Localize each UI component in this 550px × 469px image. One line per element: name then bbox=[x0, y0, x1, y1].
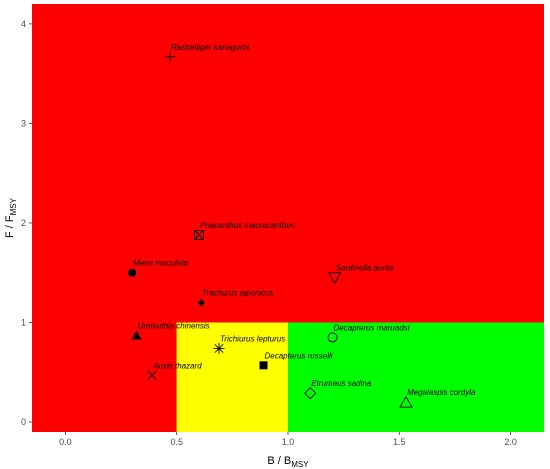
y-axis-title-subscript: MSY bbox=[9, 197, 18, 215]
point-label-decapterus-maruadsi: Decapterus maruadsi bbox=[334, 323, 410, 332]
point-rastrelliger-kanagurta bbox=[164, 51, 176, 63]
point-label-mene-maculata: Mene maculata bbox=[133, 259, 188, 268]
zone-sustainable bbox=[288, 322, 544, 432]
y-tick-label: 2 bbox=[21, 218, 26, 228]
point-label-trachurus-japonicus: Trachurus japonicus bbox=[202, 289, 273, 298]
x-tick-label: 0.0 bbox=[59, 437, 72, 447]
y-tick-label: 1 bbox=[21, 318, 26, 328]
point-trichiurus-lepturus bbox=[213, 342, 225, 354]
point-label-auxis-thazard: Auxis thazard bbox=[152, 361, 202, 370]
point-uroteuthis-chinensis bbox=[131, 330, 142, 340]
x-axis-title: B / BMSY bbox=[267, 455, 309, 469]
zone-overfishing bbox=[32, 4, 544, 323]
point-decapterus-russelli bbox=[259, 361, 268, 370]
point-label-trichiurus-lepturus: Trichiurus lepturus bbox=[220, 334, 285, 343]
x-tick-label: 0.5 bbox=[170, 437, 183, 447]
point-priacanthus-macracanthus bbox=[194, 229, 204, 240]
y-tick-label: 4 bbox=[21, 19, 26, 29]
x-tick-label: 1.5 bbox=[393, 437, 406, 447]
y-tick-label: 0 bbox=[21, 417, 26, 427]
point-megalaspis-cordyla bbox=[399, 395, 413, 408]
point-label-etrumeus-sadina: Etrumeus sadina bbox=[311, 379, 372, 388]
point-label-megalaspis-cordyla: Megalaspis cordyla bbox=[407, 388, 476, 397]
point-mene-maculata bbox=[128, 268, 137, 277]
point-label-decapterus-russelli: Decapterus russelli bbox=[265, 351, 333, 360]
point-sardinella-aurita bbox=[327, 272, 342, 285]
y-axis-title: F / FMSY bbox=[4, 197, 18, 238]
point-auxis-thazard bbox=[147, 370, 157, 380]
point-etrumeus-sadina bbox=[304, 387, 317, 400]
y-tick-label: 3 bbox=[21, 118, 26, 128]
x-tick-label: 1.0 bbox=[282, 437, 295, 447]
point-label-rastrelliger-kanagurta: Rastrelliger kanagurta bbox=[171, 43, 250, 52]
x-axis-title-subscript: MSY bbox=[291, 460, 309, 469]
zone-overfished bbox=[32, 322, 177, 432]
point-trachurus-japonicus bbox=[197, 299, 205, 307]
point-label-sardinella-aurita: Sardinella aurita bbox=[336, 264, 394, 273]
point-decapterus-maruadsi bbox=[327, 332, 338, 343]
x-tick-label: 2.0 bbox=[504, 437, 517, 447]
point-label-priacanthus-macracanthus: Priacanthus macracanthus bbox=[200, 221, 295, 230]
zone-rebuilding bbox=[176, 322, 288, 432]
point-label-uroteuthis-chinensis: Uroteuthis chinensis bbox=[138, 321, 210, 330]
